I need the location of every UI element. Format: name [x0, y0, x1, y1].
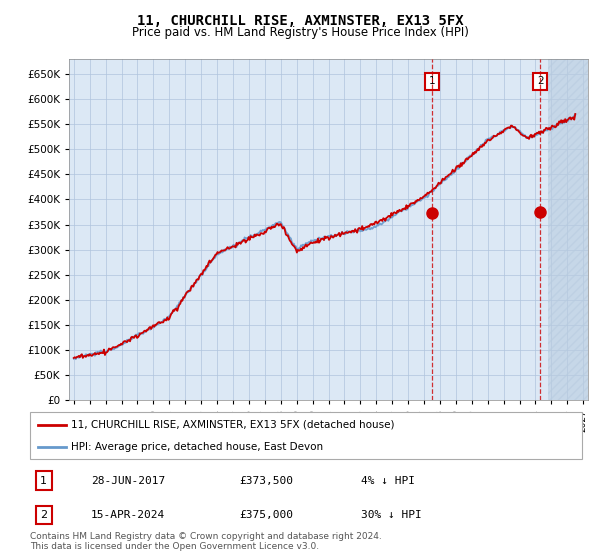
Text: £373,500: £373,500 [240, 476, 294, 486]
Text: £375,000: £375,000 [240, 510, 294, 520]
Text: 28-JUN-2017: 28-JUN-2017 [91, 476, 165, 486]
Bar [548, 59, 591, 400]
Text: Contains HM Land Registry data © Crown copyright and database right 2024.
This d: Contains HM Land Registry data © Crown c… [30, 532, 382, 552]
Text: 11, CHURCHILL RISE, AXMINSTER, EX13 5FX (detached house): 11, CHURCHILL RISE, AXMINSTER, EX13 5FX … [71, 420, 395, 430]
Text: 15-APR-2024: 15-APR-2024 [91, 510, 165, 520]
Text: 30% ↓ HPI: 30% ↓ HPI [361, 510, 422, 520]
FancyBboxPatch shape [30, 412, 582, 459]
Text: 1: 1 [428, 76, 435, 86]
Text: 2: 2 [40, 510, 47, 520]
Text: 4% ↓ HPI: 4% ↓ HPI [361, 476, 415, 486]
Text: Price paid vs. HM Land Registry's House Price Index (HPI): Price paid vs. HM Land Registry's House … [131, 26, 469, 39]
Text: 2: 2 [537, 76, 544, 86]
Text: 1: 1 [40, 476, 47, 486]
Text: 11, CHURCHILL RISE, AXMINSTER, EX13 5FX: 11, CHURCHILL RISE, AXMINSTER, EX13 5FX [137, 14, 463, 28]
Text: HPI: Average price, detached house, East Devon: HPI: Average price, detached house, East… [71, 442, 323, 452]
